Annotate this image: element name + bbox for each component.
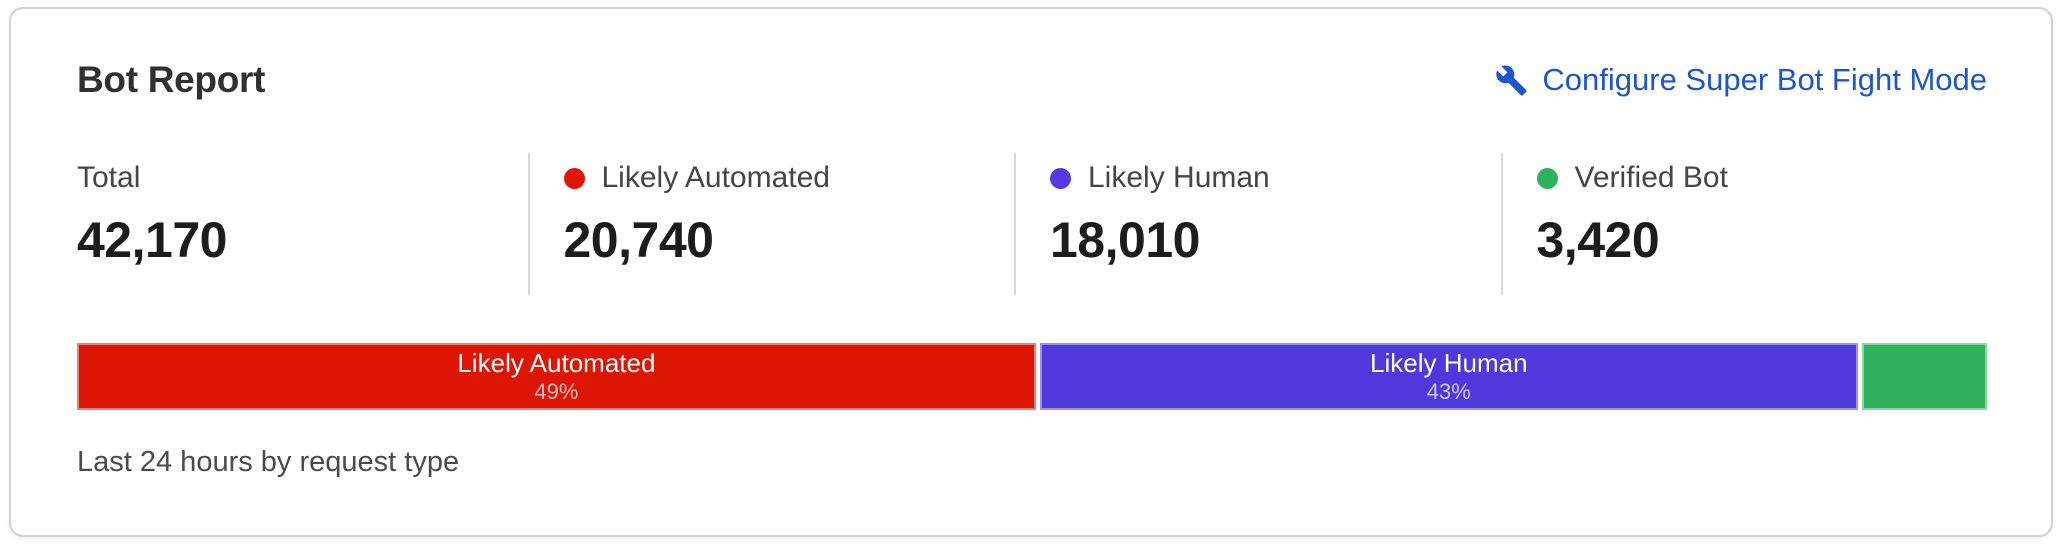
bot-report-card: Bot Report Configure Super Bot Fight Mod… bbox=[9, 7, 2053, 537]
bar-segment-label: Likely Human bbox=[1370, 347, 1528, 378]
stat-likely-automated-value: 20,740 bbox=[563, 212, 714, 268]
stat-likely-human: Likely Human 18,010 bbox=[1014, 153, 1501, 295]
configure-super-bot-fight-mode-link[interactable]: Configure Super Bot Fight Mode bbox=[1495, 62, 1987, 98]
bar-segment-verified-bot[interactable] bbox=[1861, 343, 1987, 410]
bar-segment-percentage: 49% bbox=[534, 378, 579, 404]
stat-verified-bot: Verified Bot 3,420 bbox=[1500, 153, 1988, 295]
stat-total-label: Total bbox=[77, 161, 141, 194]
verified-bot-dot-icon bbox=[1536, 167, 1558, 189]
configure-link-label: Configure Super Bot Fight Mode bbox=[1542, 62, 1987, 97]
likely-automated-dot-icon bbox=[563, 167, 585, 189]
bar-segment-label: Likely Automated bbox=[457, 347, 656, 378]
likely-human-dot-icon bbox=[1050, 167, 1071, 189]
wrench-icon bbox=[1495, 64, 1528, 97]
stat-likely-automated: Likely Automated 20,740 bbox=[527, 153, 1015, 295]
stat-total: Total 42,170 bbox=[77, 153, 528, 295]
stat-likely-automated-label: Likely Automated bbox=[601, 161, 830, 194]
bar-segment-likely-automated[interactable]: Likely Automated 49% bbox=[77, 343, 1036, 410]
bar-segment-likely-human[interactable]: Likely Human 43% bbox=[1039, 343, 1858, 410]
time-range-caption: Last 24 hours by request type bbox=[77, 446, 460, 478]
stats-row: Total 42,170 Likely Automated 20,740 Lik… bbox=[77, 153, 1987, 295]
page-title: Bot Report bbox=[77, 59, 266, 100]
stat-verified-bot-value: 3,420 bbox=[1536, 212, 1660, 268]
stat-likely-human-label: Likely Human bbox=[1088, 161, 1270, 194]
stat-total-value: 42,170 bbox=[77, 212, 227, 268]
stat-verified-bot-label: Verified Bot bbox=[1574, 161, 1728, 194]
bar-segment-percentage: 43% bbox=[1426, 378, 1471, 404]
stat-likely-human-value: 18,010 bbox=[1050, 212, 1200, 268]
card-header: Bot Report Configure Super Bot Fight Mod… bbox=[77, 59, 1987, 101]
request-type-stacked-bar: Likely Automated 49% Likely Human 43% bbox=[77, 343, 1987, 410]
